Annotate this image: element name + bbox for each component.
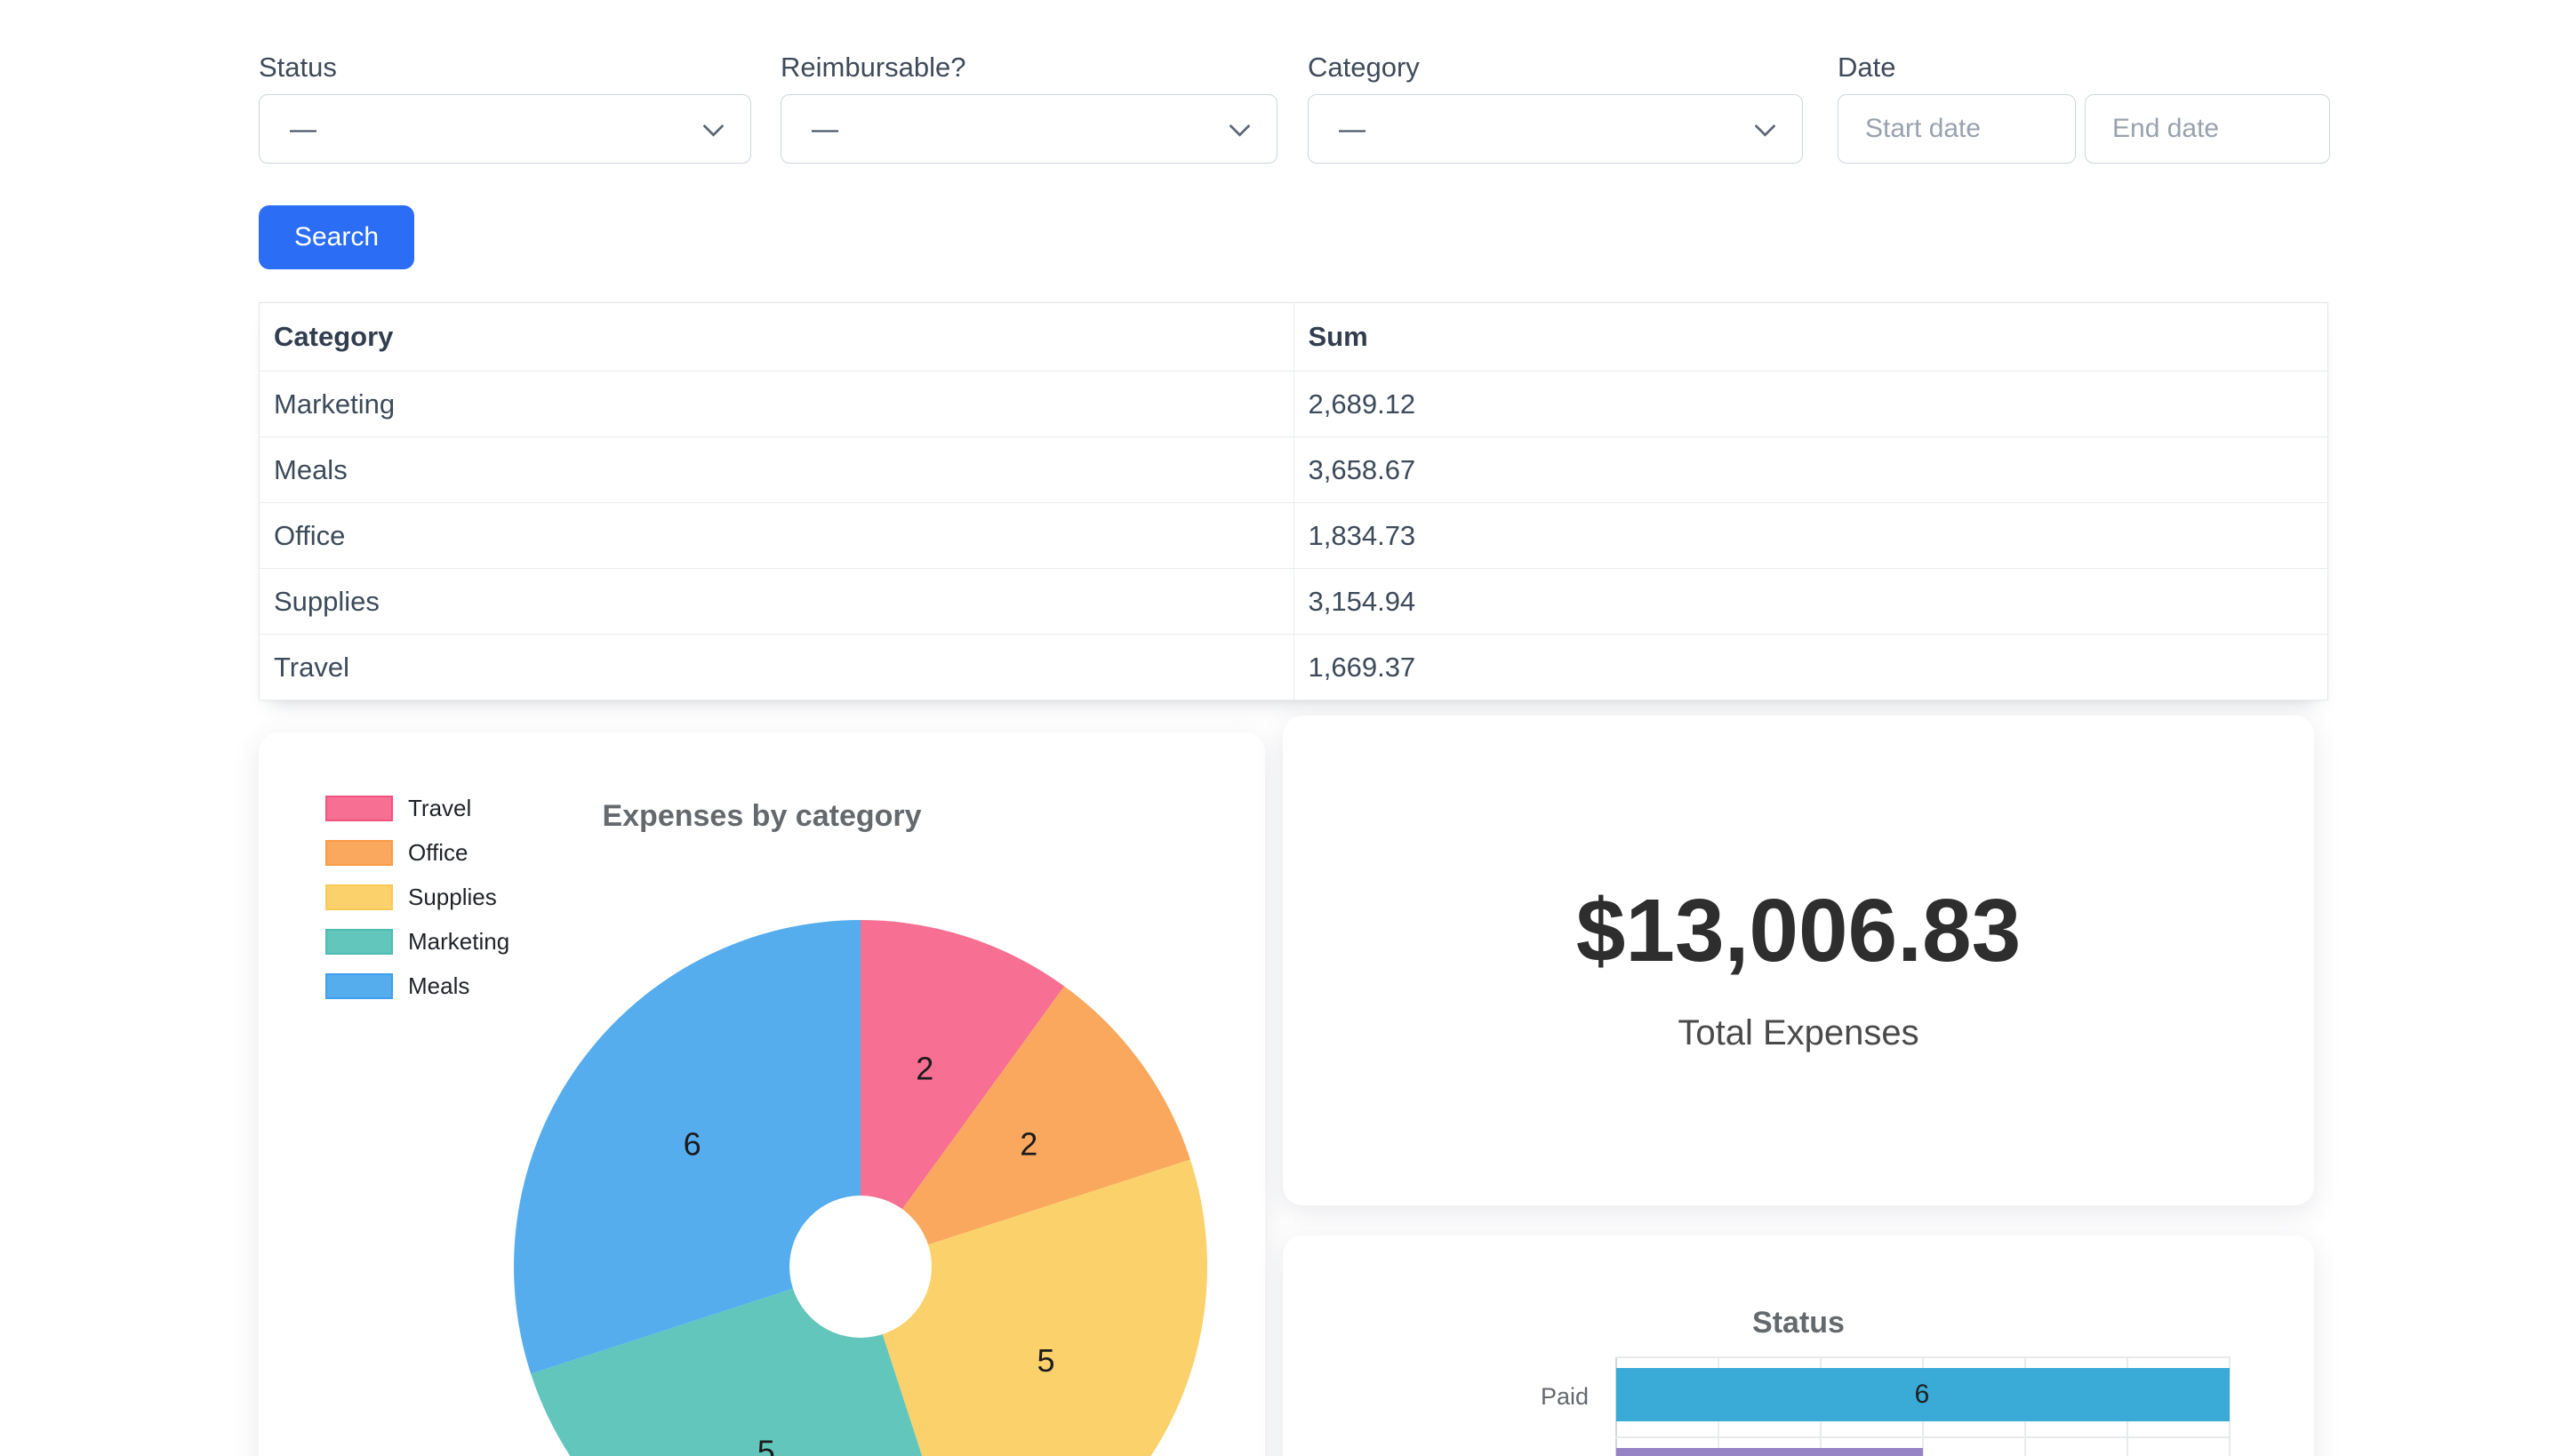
cell-category: Meals [259,436,1294,503]
bar-paid[interactable] [1616,1368,2230,1421]
pie-slice-travel[interactable] [861,920,1065,1267]
filter-date: Date [1838,52,2330,164]
cell-category: Supplies [259,568,1294,635]
legend-swatch [325,884,393,910]
table-row: Supplies 3,154.94 [259,568,2328,635]
total-expenses-amount: $13,006.83 [1575,881,2022,980]
cell-sum: 2,689.12 [1293,371,2328,437]
gridline [1615,1356,2229,1358]
pie-chart-title: Expenses by category [602,799,922,833]
status-select-wrap: — [259,94,751,164]
start-date-input[interactable] [1838,94,2076,164]
total-expenses-card: $13,006.83 Total Expenses [1283,716,2314,1205]
bar-value-label: 3 [1615,1448,1922,1456]
cell-sum: 3,154.94 [1293,568,2328,635]
pie-slice-value: 2 [916,1051,933,1087]
legend-label: Supplies [408,884,497,910]
legend-swatch [325,973,393,999]
bar-row-2[interactable] [1616,1448,1923,1456]
pie-slice-meals[interactable] [514,920,861,1374]
bar-category-label: Paid [1540,1382,1589,1410]
legend-item-marketing[interactable]: Marketing [325,929,509,955]
expenses-by-category-card: Expenses by category Travel Office Supplie… [259,732,1265,1456]
legend-swatch [325,840,393,866]
status-chart-title: Status [1752,1306,1845,1340]
cell-sum: 1,834.73 [1293,502,2328,569]
pie-slice-office[interactable] [861,986,1190,1268]
filter-reimbursable: Reimbursable? — [781,52,1278,164]
table-row: Meals 3,658.67 [259,436,2328,503]
column-header-sum: Sum [1293,302,2328,372]
reimbursable-label: Reimbursable? [781,52,966,83]
cell-sum: 3,658.67 [1293,436,2328,503]
pie-slice-supplies[interactable] [861,1159,1207,1456]
reimbursable-select[interactable]: — [781,94,1278,164]
column-header-category: Category [259,302,1294,372]
legend-item-meals[interactable]: Meals [325,973,509,999]
search-button[interactable]: Search [259,205,414,269]
category-sum-table: Category Sum Marketing 2,689.12 Meals 3,658… [259,302,2328,700]
category-select[interactable]: — [1308,94,1803,164]
cell-sum: 1,669.37 [1293,634,2328,700]
pie-slice-value: 5 [1037,1342,1054,1379]
legend-label: Travel [408,795,472,821]
status-card: Status Paid 6 3 [1283,1236,2314,1456]
bar-category-label [1402,1436,1589,1456]
pie-legend: Travel Office Supplies Marketing Meals [325,796,509,1018]
date-label: Date [1838,52,1896,83]
legend-item-office[interactable]: Office [325,840,509,866]
category-select-wrap: — [1308,94,1803,164]
status-bar-chart[interactable]: Paid 6 3 [1541,1356,2231,1456]
status-select[interactable]: — [259,94,751,164]
total-expenses-label: Total Expenses [1678,1013,1919,1052]
table-row: Marketing 2,689.12 [259,371,2328,437]
expenses-pie-chart[interactable]: 2 2 5 5 6 [259,732,1265,1456]
gridline [2229,1356,2231,1456]
legend-swatch [325,929,393,955]
legend-label: Meals [408,972,470,999]
gridline [1615,1436,2229,1438]
reimbursable-select-wrap: — [781,94,1278,164]
donut-hole [789,1196,932,1338]
cell-category: Travel [259,634,1294,700]
cell-category: Office [259,502,1294,569]
legend-swatch [325,796,393,821]
legend-label: Office [408,839,469,866]
filter-category: Category — [1308,52,1803,164]
cell-category: Marketing [259,371,1294,437]
filter-status: Status — [259,52,751,164]
pie-slice-value: 6 [684,1126,701,1163]
end-date-input[interactable] [2085,94,2330,164]
pie-slice-value: 5 [757,1434,775,1456]
category-label: Category [1308,52,1420,83]
bar-value-label: 6 [1914,1380,1930,1409]
table-row: Office 1,834.73 [259,502,2328,569]
status-label: Status [259,52,337,83]
legend-item-travel[interactable]: Travel [325,796,509,821]
legend-item-supplies[interactable]: Supplies [325,884,509,910]
table-header-row: Category Sum [259,302,2328,372]
pie-slice-value: 2 [1020,1126,1037,1163]
table-row: Travel 1,669.37 [259,634,2328,700]
legend-label: Marketing [408,928,510,955]
